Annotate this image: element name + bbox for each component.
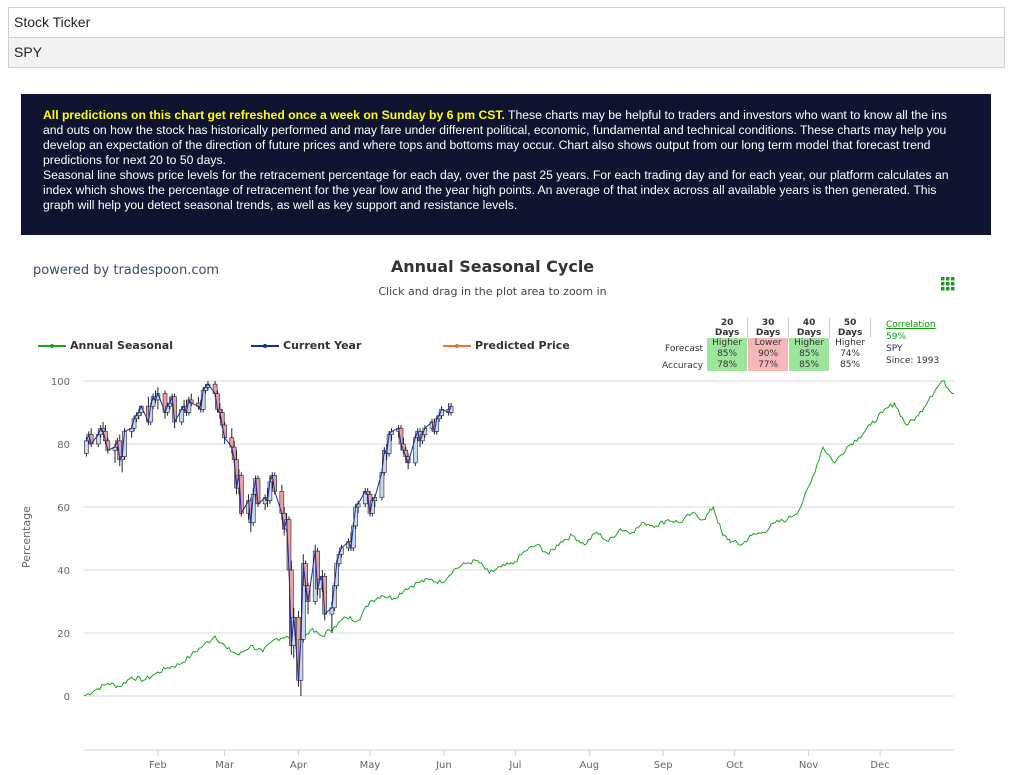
chart-title: Annual Seasonal Cycle	[390, 257, 595, 276]
forecast-dir-30: Lower	[754, 338, 782, 348]
x-tick-label-may: May	[360, 760, 381, 771]
legend-symbol-predicted	[443, 343, 471, 348]
correlation-value: 59%	[886, 332, 907, 342]
x-tick-label-sep: Sep	[654, 760, 673, 771]
correlation-since: Since: 1993	[886, 356, 940, 366]
info-text-1: These charts may be helpful to traders a…	[43, 108, 948, 167]
correlation-link[interactable]: Correlation	[886, 320, 936, 330]
legend-item-annual-seasonal[interactable]: Annual Seasonal	[38, 339, 173, 352]
forecast-cell-40: Higher 85%	[788, 338, 831, 360]
forecast-pct-20: 85%	[717, 349, 738, 359]
forecast-row-label: Forecast	[665, 344, 704, 354]
forecast-pct-40: 85%	[799, 349, 820, 359]
stock-ticker-input[interactable]: SPY	[9, 38, 1004, 67]
legend-item-predicted-price[interactable]: Predicted Price	[443, 339, 570, 352]
chart-subtitle: Click and drag in the plot area to zoom …	[378, 285, 607, 298]
correlation-block: Correlation 59% SPY Since: 1993	[886, 319, 939, 367]
y-tick-label-100: 100	[51, 377, 70, 388]
stock-ticker-field[interactable]: Stock Ticker SPY	[8, 7, 1005, 68]
series-current-year-line	[85, 383, 452, 681]
header-50-days: 50 Days	[829, 318, 872, 338]
legend-label-seasonal: Annual Seasonal	[70, 339, 173, 352]
legend-symbol-seasonal	[38, 343, 66, 348]
legend-symbol-current	[251, 343, 279, 348]
series-annual-seasonal-line	[83, 380, 955, 697]
x-tick-label-jul: Jul	[508, 760, 521, 771]
legend-label-predicted: Predicted Price	[475, 339, 570, 352]
forecast-dir-20: Higher	[712, 338, 743, 348]
x-tick-label-nov: Nov	[799, 760, 819, 771]
x-tick-label-jun: Jun	[435, 760, 452, 771]
forecast-table: 20 Days 30 Days 40 Days 50 Days Forecast…	[662, 318, 872, 371]
x-tick-label-aug: Aug	[580, 760, 600, 771]
correlation-symbol: SPY	[886, 344, 903, 354]
candle-body-63	[291, 616, 297, 646]
forecast-dir-40: Higher	[794, 338, 825, 348]
forecast-cell-30: Lower 90%	[747, 338, 790, 360]
accuracy-cell-40: 85%	[788, 360, 831, 371]
refresh-notice: All predictions on this chart get refres…	[43, 108, 505, 122]
header-20-days: 20 Days	[707, 318, 749, 338]
accuracy-cell-30: 77%	[747, 360, 790, 371]
accuracy-cell-50: 85%	[829, 360, 872, 371]
y-tick-label-0: 0	[64, 692, 70, 703]
grid-menu-icon[interactable]	[941, 277, 955, 291]
forecast-pct-30: 90%	[758, 349, 779, 359]
y-tick-label-80: 80	[57, 440, 70, 451]
legend-label-current: Current Year	[283, 339, 362, 352]
stock-ticker-label: Stock Ticker	[9, 8, 1004, 38]
y-tick-label-40: 40	[57, 566, 70, 577]
x-tick-label-oct: Oct	[726, 760, 743, 771]
info-panel: All predictions on this chart get refres…	[21, 94, 991, 235]
header-30-days: 30 Days	[747, 318, 790, 338]
x-tick-label-dec: Dec	[870, 760, 889, 771]
y-tick-label-60: 60	[57, 503, 70, 514]
header-40-days: 40 Days	[788, 318, 831, 338]
x-tick-label-apr: Apr	[290, 760, 308, 771]
info-paragraph-1: All predictions on this chart get refres…	[43, 108, 969, 168]
forecast-dir-50: Higher	[835, 338, 866, 348]
powered-by-link[interactable]: powered by tradespoon.com	[33, 263, 220, 278]
x-tick-label-mar: Mar	[215, 760, 235, 771]
candle-body-0	[84, 440, 89, 454]
x-tick-label-feb: Feb	[149, 760, 167, 771]
forecast-cell-50: Higher 74%	[829, 338, 872, 360]
accuracy-cell-20: 78%	[707, 360, 749, 371]
y-tick-label-20: 20	[57, 629, 70, 640]
forecast-pct-50: 74%	[840, 349, 861, 359]
info-paragraph-2: Seasonal line shows price levels for the…	[43, 168, 949, 212]
forecast-cell-20: Higher 85%	[707, 338, 749, 360]
legend-item-current-year[interactable]: Current Year	[251, 339, 361, 352]
accuracy-row-label: Accuracy	[662, 360, 704, 371]
